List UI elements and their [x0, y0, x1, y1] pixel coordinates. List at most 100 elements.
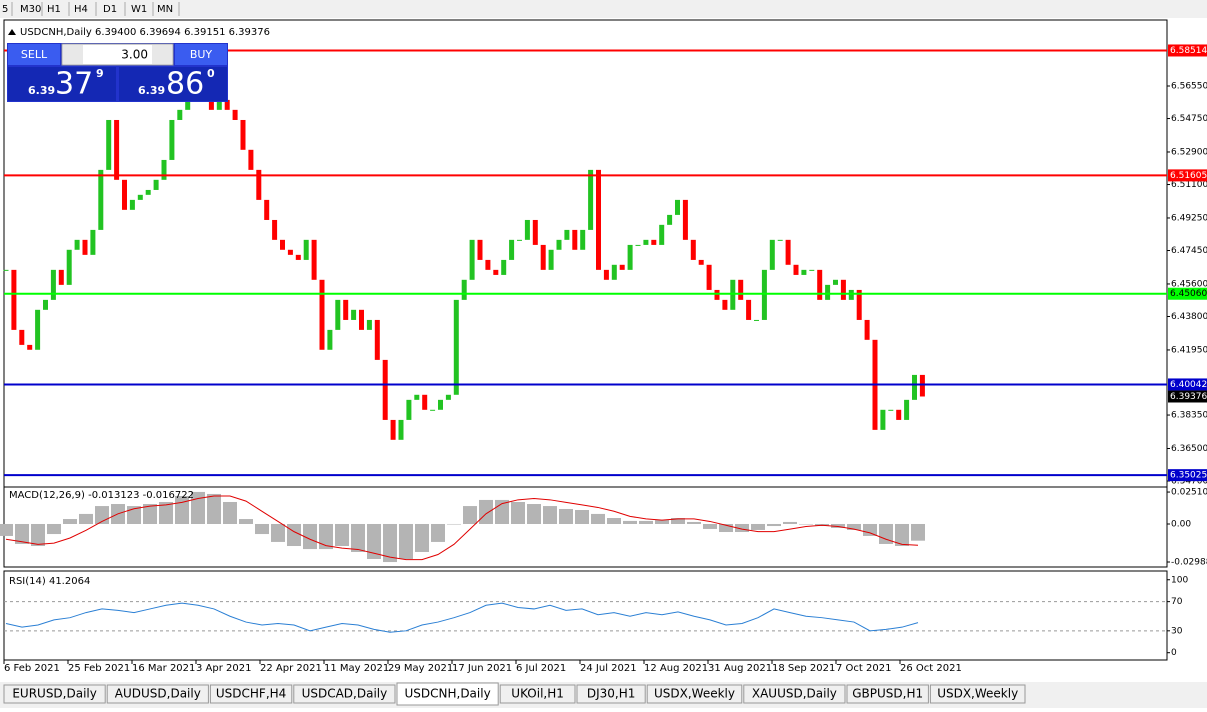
candle	[98, 169, 104, 230]
x-tick-label: 24 Jul 2021	[580, 663, 637, 674]
candle	[588, 169, 594, 230]
candle	[761, 269, 767, 320]
macd-bar	[383, 523, 397, 563]
last-price-tag	[1168, 390, 1207, 403]
tab-label[interactable]: AUDUSD,Daily	[115, 687, 201, 701]
ask-pips: 86	[166, 67, 204, 102]
candle	[161, 159, 167, 180]
macd-bar	[751, 523, 765, 530]
bid-box[interactable]	[8, 67, 116, 101]
candle	[169, 119, 175, 160]
y-tick-label: 6.52900	[1171, 147, 1207, 157]
candle	[248, 149, 254, 170]
y-tick-label: 6.54750	[1171, 114, 1207, 124]
candle	[359, 309, 364, 330]
candle	[145, 189, 151, 195]
candle	[698, 259, 704, 265]
timeframe-button[interactable]: D1	[103, 4, 117, 15]
x-tick-label: 6 Feb 2021	[4, 663, 60, 674]
tab-label[interactable]: DJ30,H1	[587, 687, 636, 701]
tab-label[interactable]: USDCNH,Daily	[404, 687, 490, 701]
candle	[3, 269, 9, 271]
tab[interactable]	[846, 684, 929, 704]
macd-bar	[143, 504, 157, 524]
candle	[311, 239, 317, 280]
candle	[517, 239, 522, 241]
x-tick-label: 3 Apr 2021	[196, 663, 251, 674]
candle	[303, 239, 309, 260]
last-price-label: 6.39376	[1170, 392, 1207, 402]
x-tick-label: 26 Oct 2021	[900, 663, 962, 674]
lots-input[interactable]	[61, 43, 174, 66]
candle	[746, 299, 752, 320]
candle	[580, 229, 586, 250]
x-tick-label: 17 Jun 2021	[452, 663, 512, 674]
tab[interactable]	[646, 684, 743, 704]
tab[interactable]	[106, 684, 209, 704]
tab-label[interactable]: USDCHF,H4	[216, 687, 286, 701]
candle	[730, 279, 736, 310]
tab[interactable]	[929, 684, 1026, 704]
indicator-header: MACD(12,26,9) -0.013123 -0.016722	[9, 490, 194, 501]
timeframe-button[interactable]: M30	[20, 4, 41, 15]
x-tick-label: 25 Feb 2021	[68, 663, 130, 674]
tab[interactable]	[396, 682, 499, 706]
macd-bar	[287, 523, 301, 547]
tab[interactable]	[499, 684, 576, 704]
y-tick-label: 0.00	[1171, 519, 1191, 529]
tab-label[interactable]: GBPUSD,H1	[852, 687, 923, 701]
tab-label[interactable]: EURUSD,Daily	[12, 687, 97, 701]
candle	[272, 219, 278, 240]
tab[interactable]	[743, 684, 846, 704]
candle	[50, 269, 56, 300]
tab[interactable]	[209, 684, 293, 704]
candle	[264, 199, 270, 220]
macd-bar	[559, 508, 573, 524]
candle	[58, 269, 64, 285]
candle	[240, 119, 246, 150]
y-tick-label: 0	[1171, 648, 1177, 658]
buy-button[interactable]	[175, 44, 227, 65]
timeframe-button[interactable]: W1	[131, 4, 147, 15]
y-tick-label: 70	[1171, 597, 1183, 607]
tab[interactable]	[576, 684, 646, 704]
timeframe-button[interactable]: MN	[157, 4, 173, 15]
candle	[106, 119, 112, 170]
y-tick-label: 6.51100	[1171, 180, 1207, 190]
timeframe-button[interactable]: H1	[47, 4, 61, 15]
lots-down[interactable]	[63, 45, 83, 64]
candle	[382, 359, 388, 420]
tab-label[interactable]: USDCAD,Daily	[302, 687, 388, 701]
chart-header: USDCNH,Daily 6.39400 6.39694 6.39151 6.3…	[20, 27, 270, 38]
candle	[738, 279, 744, 300]
macd-bar	[191, 491, 205, 524]
timeframe-button[interactable]: H4	[74, 4, 88, 15]
macd-bar	[655, 520, 669, 524]
buy-label[interactable]: BUY	[190, 48, 213, 61]
tab[interactable]	[293, 684, 396, 704]
tab-label[interactable]: USDX,Weekly	[937, 687, 1018, 701]
tab-label[interactable]: USDX,Weekly	[654, 687, 735, 701]
macd-bar	[511, 501, 525, 524]
y-tick-label: 6.49250	[1171, 213, 1207, 223]
lots-up[interactable]	[152, 45, 172, 64]
tab[interactable]	[3, 684, 106, 704]
sell-label[interactable]: SELL	[21, 48, 48, 61]
candle	[833, 279, 838, 285]
timeframe-button[interactable]: 5	[2, 4, 8, 15]
ask-box[interactable]	[119, 67, 227, 101]
macd-bar	[623, 520, 637, 524]
y-tick-label: 6.47450	[1171, 246, 1207, 256]
candle	[635, 244, 641, 246]
macd-bar	[303, 523, 317, 550]
macd-bar	[783, 521, 797, 524]
lots-value[interactable]: 3.00	[121, 48, 148, 62]
tab-label[interactable]: XAUUSD,Daily	[752, 687, 837, 701]
sell-button[interactable]	[8, 44, 60, 65]
tab-label[interactable]: UKOil,H1	[511, 687, 564, 701]
candle	[430, 409, 436, 411]
macd-bar	[591, 513, 605, 524]
candle	[66, 249, 72, 285]
header-arrow	[8, 29, 16, 35]
candle	[856, 289, 862, 320]
